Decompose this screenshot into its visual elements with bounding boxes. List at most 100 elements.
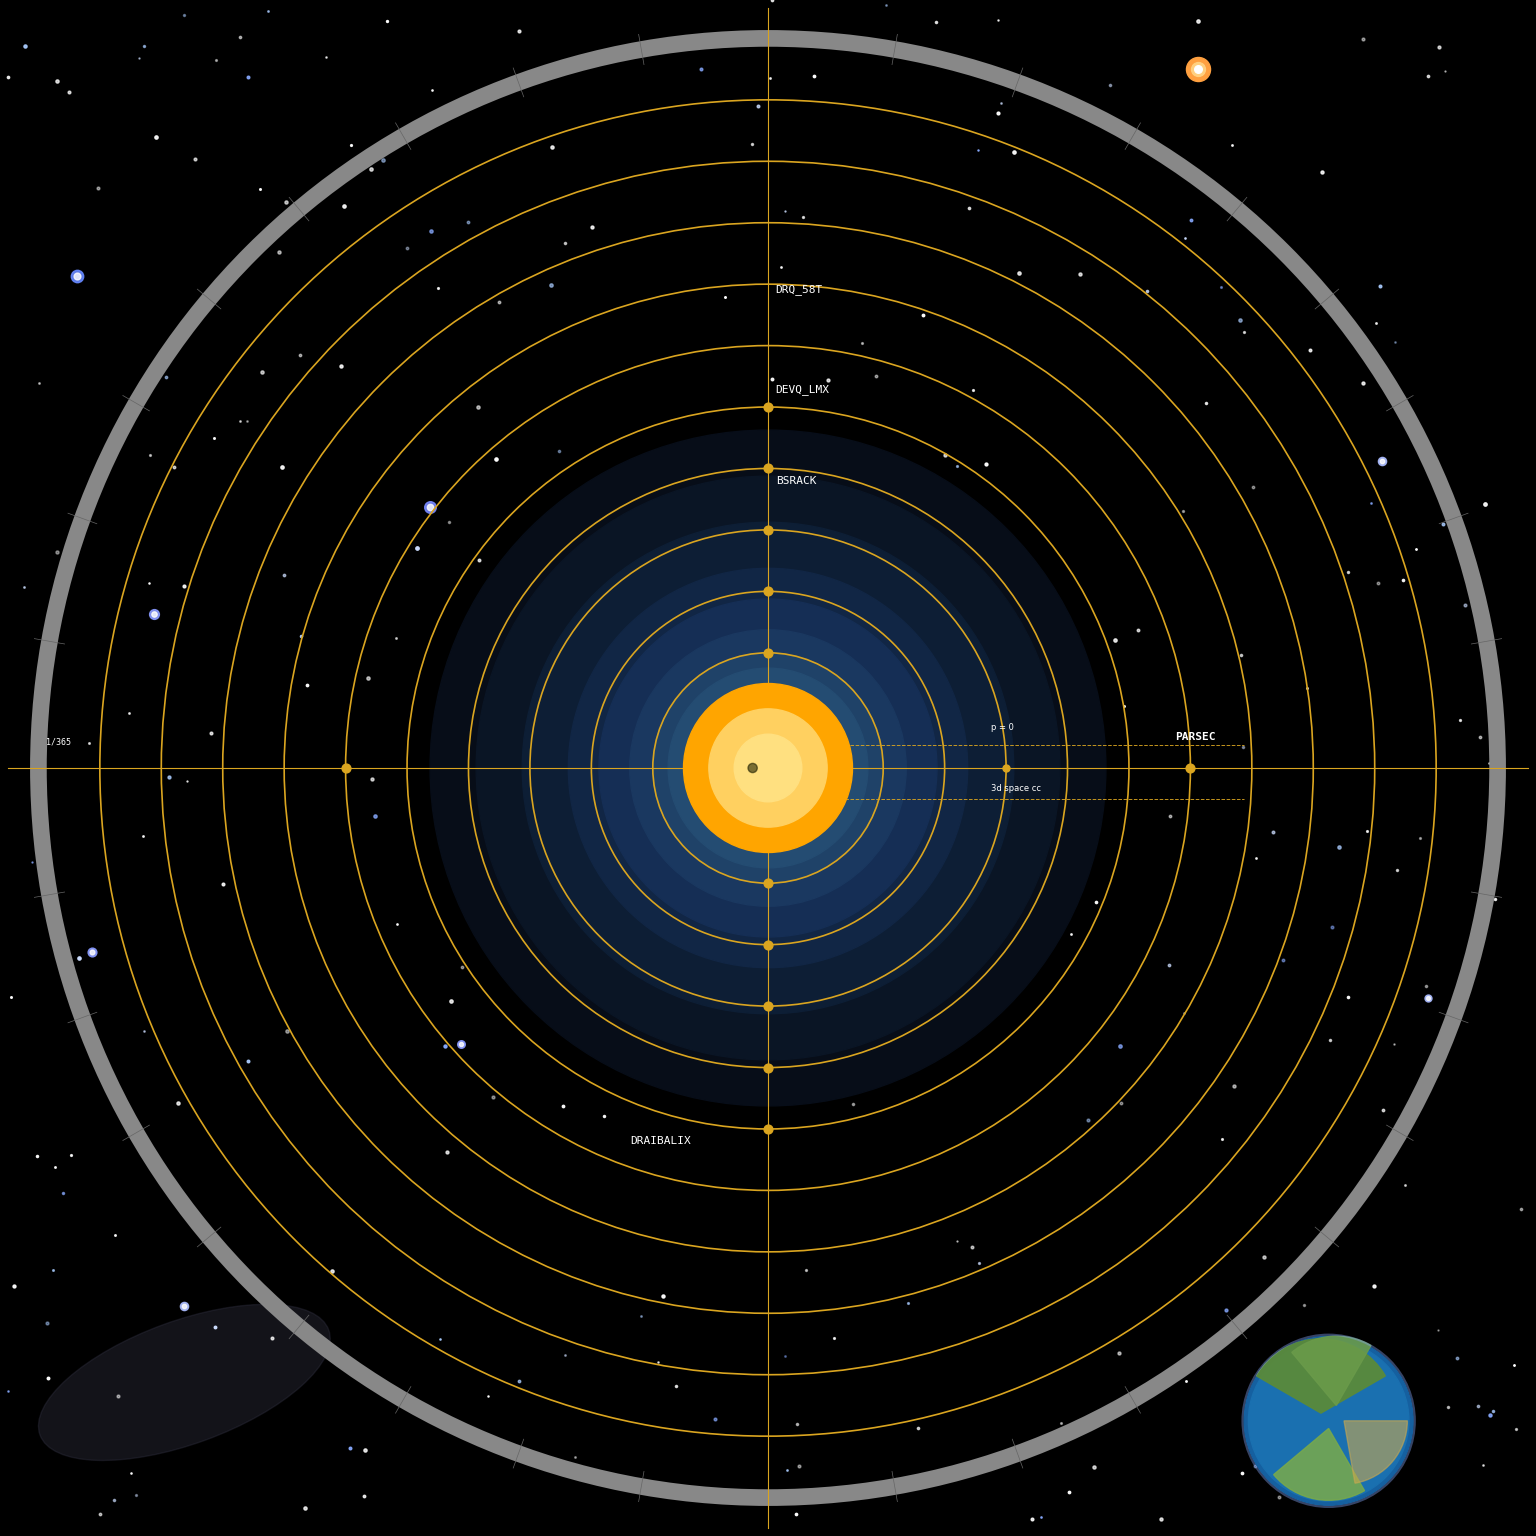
Point (359, 766, 384, 791)
Point (1432, 58, 1456, 83)
Point (1326, 836, 1350, 860)
Point (172, 2, 197, 26)
Circle shape (1244, 1336, 1413, 1505)
Point (1473, 492, 1498, 516)
Point (876, 551, 900, 576)
Point (945, 453, 969, 478)
Point (496, 558, 521, 582)
Point (756, 641, 780, 665)
Point (227, 409, 252, 433)
Point (143, 124, 167, 149)
Point (874, 0, 899, 17)
Point (785, 1412, 809, 1436)
Point (235, 65, 260, 89)
Point (117, 700, 141, 725)
Point (332, 194, 356, 218)
Point (123, 1482, 147, 1507)
Point (897, 879, 922, 903)
Point (1409, 825, 1433, 849)
Point (356, 667, 381, 691)
Point (138, 442, 163, 467)
Point (1020, 1507, 1044, 1531)
Circle shape (630, 630, 906, 906)
Point (289, 624, 313, 648)
Point (822, 931, 846, 955)
Point (1058, 922, 1083, 946)
Point (1081, 1455, 1106, 1479)
Point (1364, 310, 1389, 335)
Point (106, 1384, 131, 1409)
Point (1157, 952, 1181, 977)
Point (425, 275, 450, 300)
Circle shape (599, 599, 937, 937)
Point (989, 91, 1014, 115)
Point (433, 1034, 458, 1058)
Point (843, 905, 868, 929)
Point (183, 146, 207, 170)
Point (831, 582, 856, 607)
Point (962, 378, 986, 402)
Circle shape (522, 522, 1014, 1014)
Point (250, 359, 275, 384)
Circle shape (668, 668, 868, 868)
Point (1427, 35, 1452, 60)
Point (579, 215, 604, 240)
Point (1404, 538, 1428, 562)
Point (1425, 1318, 1450, 1342)
Point (828, 948, 852, 972)
Point (922, 977, 946, 1001)
Point (404, 536, 429, 561)
Point (484, 447, 508, 472)
Point (1097, 72, 1121, 97)
Point (1103, 627, 1127, 651)
Point (1107, 1034, 1132, 1058)
Point (450, 954, 475, 978)
Point (756, 579, 780, 604)
Point (822, 1326, 846, 1350)
Point (919, 472, 943, 496)
Point (338, 1435, 362, 1459)
Point (35, 1366, 60, 1390)
Point (172, 1293, 197, 1318)
Point (1310, 160, 1335, 184)
Point (45, 69, 69, 94)
Point (1186, 9, 1210, 34)
Point (978, 831, 1003, 856)
Point (1453, 593, 1478, 617)
Point (1172, 1000, 1197, 1025)
Point (1504, 1418, 1528, 1442)
Point (467, 548, 492, 573)
Point (293, 1496, 318, 1521)
Point (773, 200, 797, 224)
Point (1223, 1074, 1247, 1098)
Point (1465, 1393, 1490, 1418)
Point (1295, 676, 1319, 700)
Point (508, 811, 533, 836)
Point (43, 1155, 68, 1180)
Point (384, 627, 409, 651)
Circle shape (710, 710, 826, 826)
Point (994, 756, 1018, 780)
Point (1384, 857, 1409, 882)
Point (1244, 845, 1269, 869)
Point (295, 673, 319, 697)
Point (1066, 852, 1091, 877)
Point (791, 206, 816, 230)
Point (739, 132, 763, 157)
Point (370, 147, 395, 172)
Point (247, 177, 272, 201)
Point (986, 8, 1011, 32)
Point (748, 797, 773, 822)
Point (269, 455, 293, 479)
Point (760, 0, 785, 12)
Point (313, 45, 338, 69)
Point (1350, 28, 1375, 52)
Point (386, 911, 410, 935)
Point (1134, 278, 1158, 303)
Point (777, 584, 802, 608)
Point (1252, 1244, 1276, 1269)
Point (287, 343, 312, 367)
Point (1186, 57, 1210, 81)
Point (449, 1032, 473, 1057)
Point (1220, 134, 1244, 158)
